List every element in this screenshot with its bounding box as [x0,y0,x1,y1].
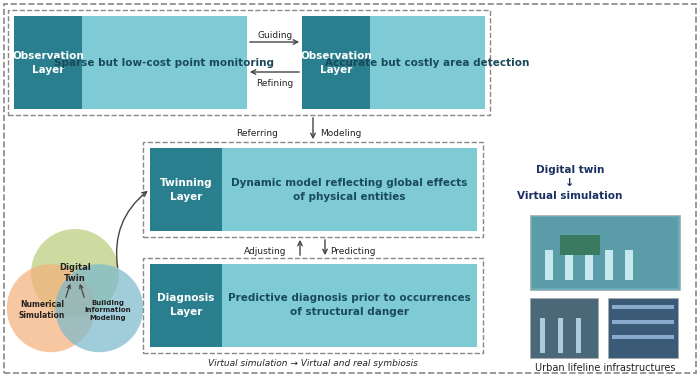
Text: Guiding: Guiding [258,31,293,40]
Bar [576,318,581,353]
Text: Dynamic model reflecting global effects
of physical entities: Dynamic model reflecting global effects … [231,178,467,202]
Text: ↓: ↓ [566,178,575,188]
Bar [540,318,545,353]
Text: Predictive diagnosis prior to occurrences
of structural danger: Predictive diagnosis prior to occurrence… [228,293,470,317]
Text: Building
Information
Modeling: Building Information Modeling [85,300,132,321]
Bar [608,298,678,358]
Bar [302,16,370,109]
Text: Virtual simulation → Virtual and real symbiosis: Virtual simulation → Virtual and real sy… [208,359,418,368]
Circle shape [7,264,94,352]
Text: Virtual simulation: Virtual simulation [517,191,623,201]
Text: Urban lifeline infrastructures: Urban lifeline infrastructures [535,363,675,373]
Bar [605,250,613,280]
Bar [558,318,563,353]
Bar [150,264,222,347]
Bar [143,142,483,237]
Text: Sparse but low-cost point monitoring: Sparse but low-cost point monitoring [54,58,274,68]
Bar [143,258,483,353]
Bar [150,148,222,231]
Text: Referring: Referring [236,129,278,138]
Text: Twinning
Layer: Twinning Layer [160,178,212,202]
Bar [8,10,490,115]
Bar [625,250,633,280]
Bar [565,250,573,280]
Bar [530,215,680,290]
Circle shape [55,264,144,352]
Text: Predicting: Predicting [330,247,375,256]
Text: Observation
Layer: Observation Layer [300,51,372,75]
Bar [82,16,247,109]
Circle shape [31,229,119,317]
Bar [530,298,598,358]
Text: Numerical
Simulation: Numerical Simulation [19,300,65,320]
Text: Modeling: Modeling [320,129,361,138]
Bar [612,305,674,309]
Bar [612,335,674,339]
Bar [222,148,477,231]
Text: Observation
Layer: Observation Layer [12,51,84,75]
Bar [545,250,553,280]
Bar [560,235,600,255]
Bar [612,320,674,324]
Bar [14,16,82,109]
Text: Digital
Twin: Digital Twin [59,263,91,283]
Text: Digital twin: Digital twin [536,165,604,175]
Bar [222,264,477,347]
Text: Adjusting: Adjusting [244,247,286,256]
Bar [585,250,593,280]
Text: Accurate but costly area detection: Accurate but costly area detection [325,58,529,68]
Text: Refining: Refining [256,78,293,87]
Text: Diagnosis
Layer: Diagnosis Layer [158,293,215,317]
Bar [370,16,485,109]
Bar [532,217,678,288]
